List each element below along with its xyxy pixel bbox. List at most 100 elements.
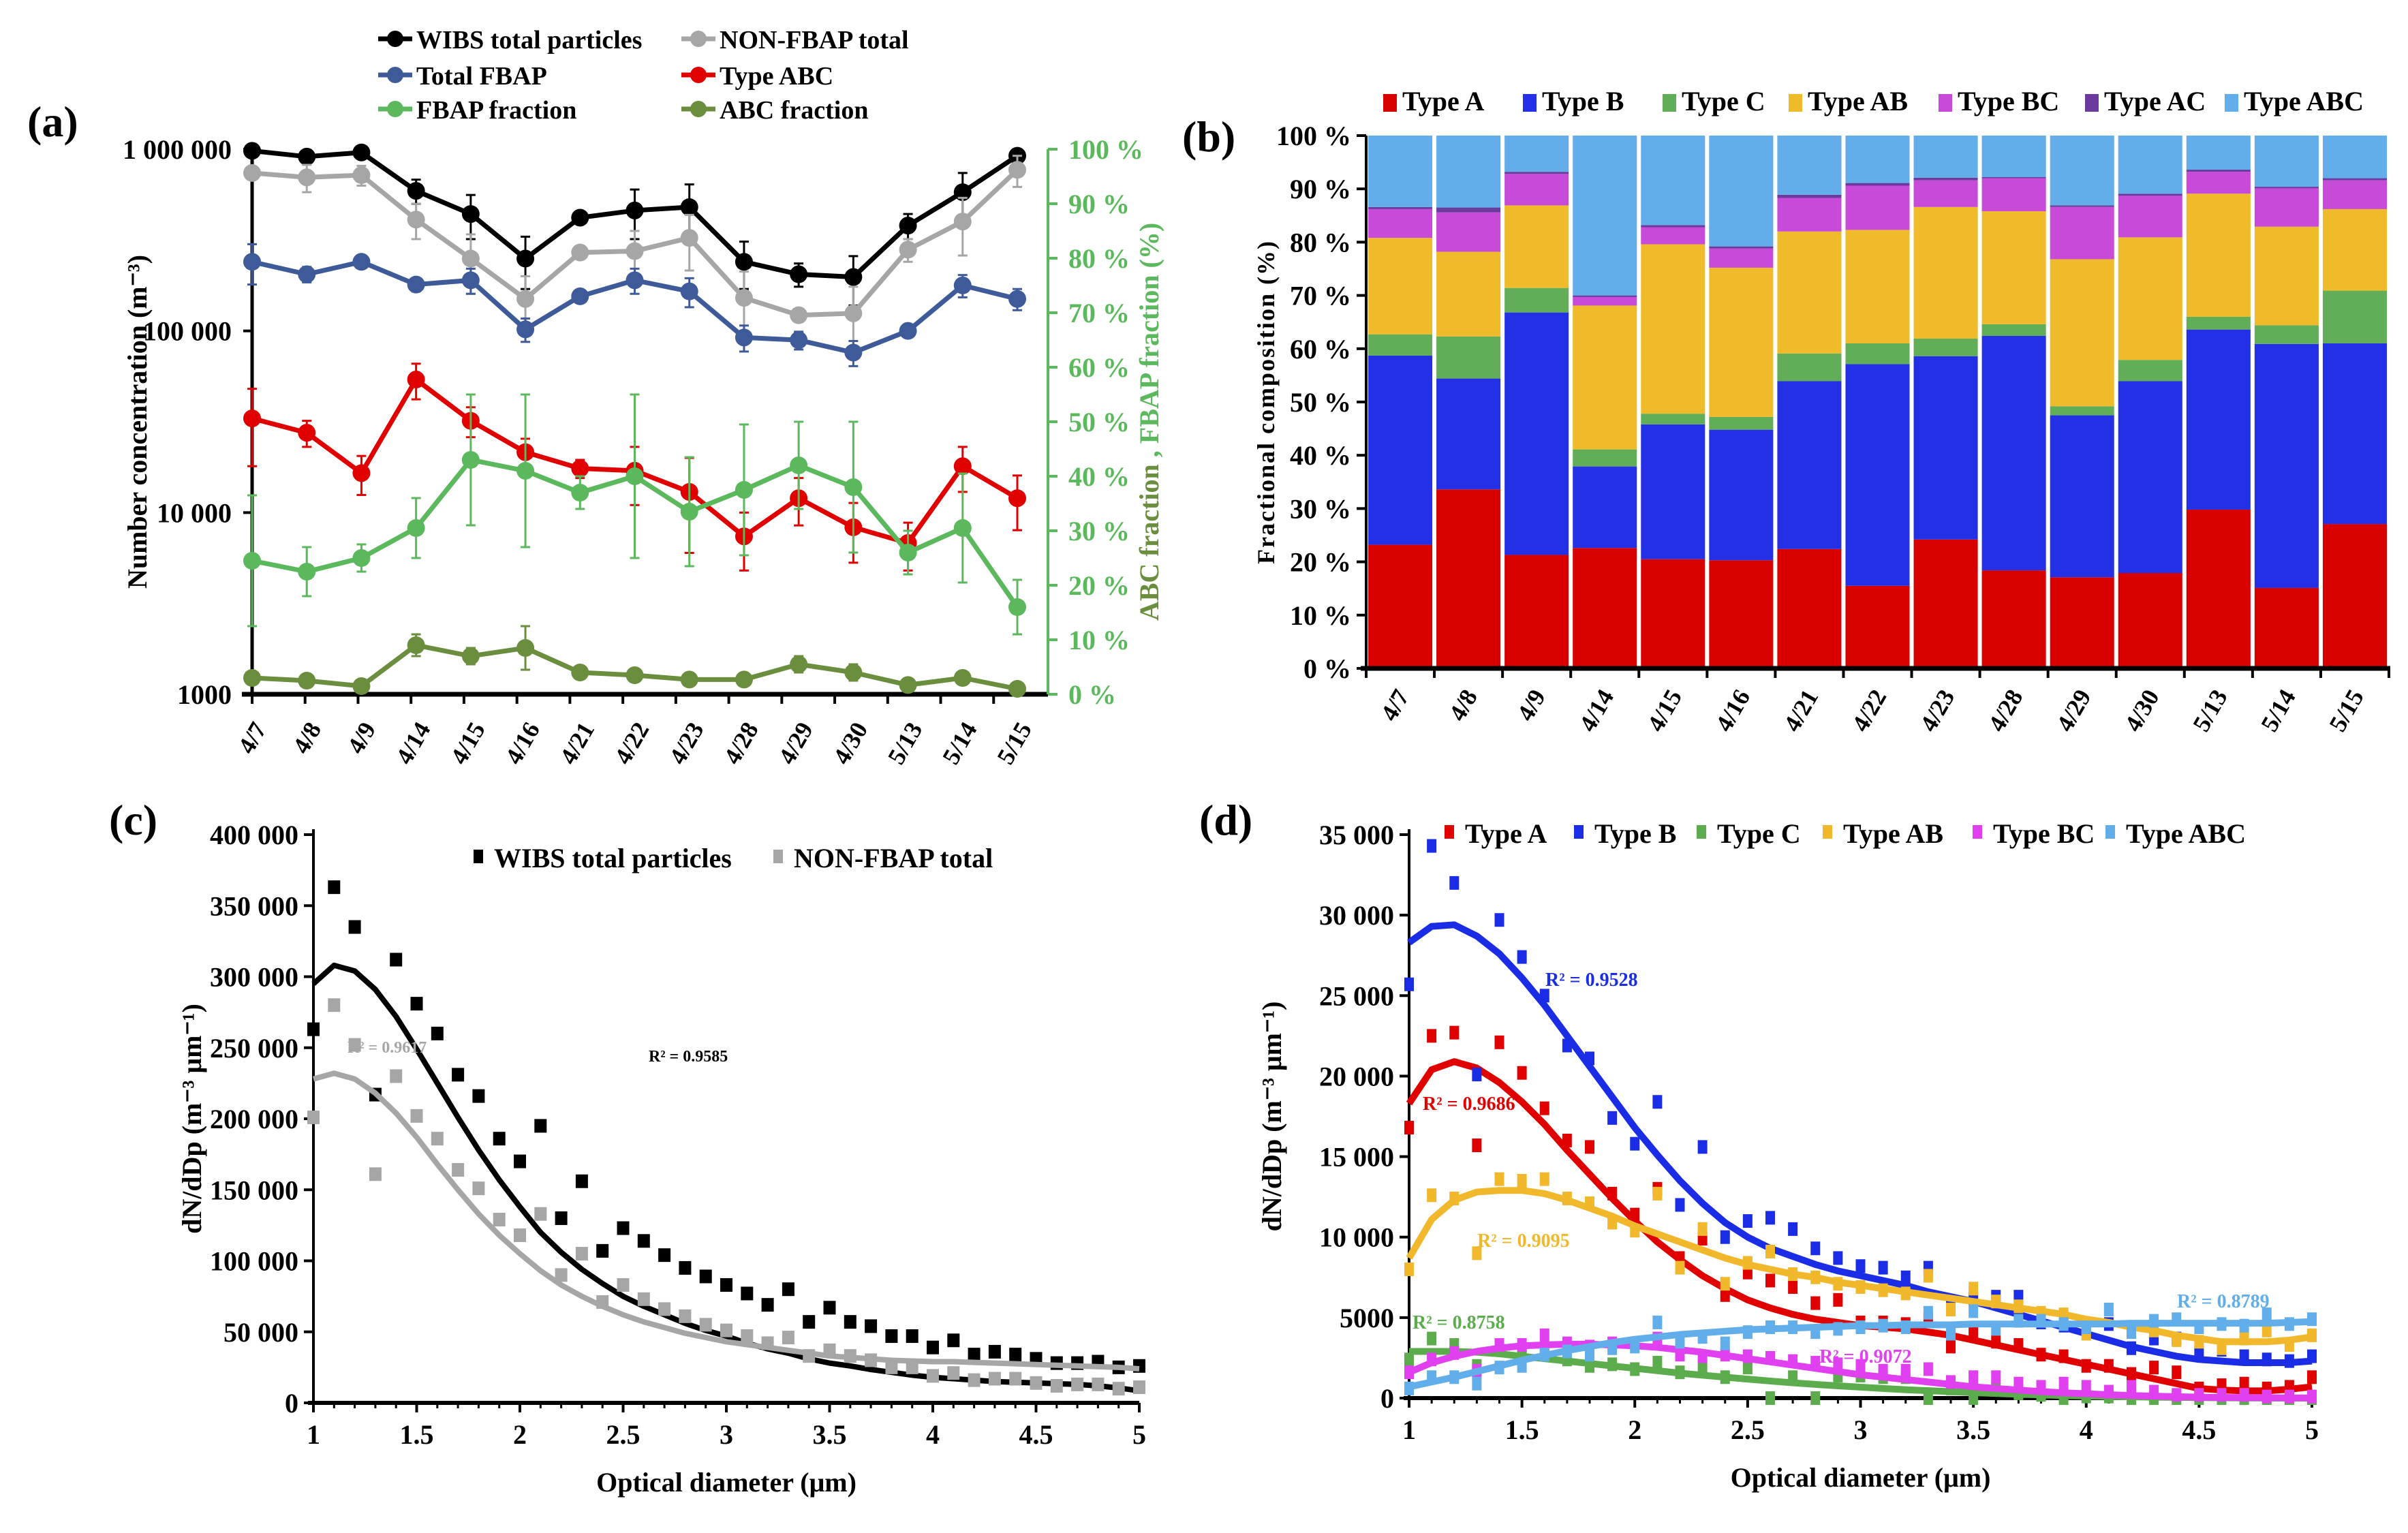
- data-point: [328, 998, 341, 1012]
- bar-segment: [1436, 251, 1501, 337]
- data-point: [1494, 1172, 1504, 1186]
- data-point: [431, 1132, 444, 1146]
- data-point: [1539, 1101, 1549, 1115]
- data-point: [1697, 1330, 1708, 1344]
- data-point: [1923, 1391, 1933, 1405]
- panel-a-line-chart: 1000 10 000 100 000 1 000 000 0 % 10 % 20 % 30 …: [122, 26, 1164, 769]
- bar-segment: [2254, 343, 2319, 588]
- bar-segment: [1709, 416, 1774, 430]
- bar-segment: [2186, 193, 2251, 317]
- bar-segment: [1504, 174, 1569, 206]
- d-x-tick-label: 3: [1854, 1414, 1868, 1445]
- a-y2-title-sep: ,: [1134, 444, 1164, 464]
- data-point: [803, 1349, 816, 1363]
- data-point: [1404, 1262, 1414, 1276]
- data-point: [2013, 1299, 2024, 1314]
- a-legend-item: WIBS total particles: [378, 26, 642, 55]
- data-point: [1923, 1269, 1933, 1283]
- b-y-tick-label: 0 %: [1303, 653, 1351, 684]
- c-legend-item: NON-FBAP total: [773, 843, 993, 873]
- data-point: [885, 1329, 898, 1344]
- data-point: [1517, 1338, 1527, 1352]
- d-y-tick-label: 10 000: [1319, 1222, 1394, 1253]
- data-point: [1449, 1370, 1460, 1384]
- data-point: [790, 331, 808, 350]
- bar-segment: [2050, 206, 2114, 260]
- data-point: [1404, 1121, 1414, 1135]
- data-point: [1765, 1211, 1775, 1225]
- data-point: [1900, 1286, 1911, 1301]
- bar-segment: [1913, 356, 1978, 540]
- bar-segment: [1777, 136, 1842, 195]
- data-point: [844, 478, 863, 496]
- data-point: [1810, 1270, 1821, 1284]
- bar-segment: [1504, 172, 1569, 174]
- data-point: [1946, 1340, 1956, 1354]
- data-point: [1946, 1303, 1956, 1317]
- a-y2-tick-label: 90 %: [1068, 189, 1130, 219]
- bar-segment: [1913, 338, 1978, 356]
- b-y-tick-label: 20 %: [1290, 547, 1351, 578]
- data-point: [571, 664, 589, 681]
- data-point: [1494, 1361, 1504, 1375]
- data-point: [243, 669, 261, 687]
- data-point: [1991, 1370, 2001, 1384]
- b-bar-4-28: [1981, 136, 2046, 668]
- data-point: [2103, 1359, 2114, 1373]
- b-x-tick-label: 4/21: [1778, 685, 1824, 736]
- data-point: [298, 265, 316, 283]
- data-point: [2239, 1388, 2249, 1402]
- data-point: [1855, 1280, 1866, 1294]
- data-point: [865, 1353, 878, 1367]
- data-point: [735, 253, 753, 271]
- data-point: [680, 229, 698, 247]
- a-x-tick-label: 4/23: [664, 717, 709, 769]
- b-legend-item: Type AB: [1789, 86, 1908, 117]
- data-point: [575, 1174, 588, 1188]
- c-x-tick-label: 2: [513, 1419, 527, 1450]
- a-x-tick-label: 4/14: [390, 717, 436, 769]
- data-point: [947, 1333, 960, 1348]
- data-point: [699, 1269, 712, 1284]
- c-y-tick-label: 250 000: [210, 1033, 298, 1064]
- bar-segment: [1436, 489, 1501, 668]
- data-point: [1969, 1304, 1979, 1318]
- data-point: [2172, 1333, 2182, 1347]
- data-point: [243, 409, 261, 428]
- bar-segment: [1504, 288, 1569, 313]
- b-x-tick-label: 4/8: [1443, 685, 1483, 726]
- data-point: [617, 1278, 630, 1292]
- b-x-tick-label: 4/14: [1574, 685, 1620, 736]
- data-point: [1720, 1230, 1730, 1244]
- data-point: [1585, 1140, 1594, 1154]
- a-y-tick-label: 100 000: [143, 316, 232, 347]
- data-point: [2307, 1370, 2317, 1384]
- legend-swatch: [1383, 94, 1397, 112]
- data-point: [1630, 1136, 1640, 1151]
- legend-label: Type AB: [1808, 86, 1908, 117]
- data-point: [555, 1268, 568, 1282]
- data-point: [1008, 680, 1026, 698]
- data-point: [1675, 1365, 1685, 1380]
- bar-segment: [2322, 343, 2387, 525]
- r2-label: R² = 0.8789: [2177, 1291, 2270, 1312]
- panel-label-a: (a): [27, 97, 78, 146]
- data-point: [988, 1344, 1001, 1359]
- data-point: [1404, 1365, 1414, 1380]
- b-x-tick-label: 4/7: [1375, 685, 1415, 726]
- bar-segment: [1981, 176, 2046, 179]
- data-point: [1855, 1320, 1866, 1335]
- data-point: [1404, 1381, 1414, 1395]
- data-point: [1585, 1051, 1594, 1066]
- data-point: [1991, 1335, 2001, 1349]
- bar-segment: [1845, 136, 1910, 183]
- data-point: [626, 201, 644, 219]
- data-point: [1630, 1207, 1640, 1222]
- data-point: [899, 544, 917, 561]
- data-point: [2127, 1341, 2136, 1355]
- data-point: [2284, 1389, 2294, 1404]
- data-point: [2284, 1354, 2294, 1368]
- data-point: [699, 1318, 712, 1332]
- data-point: [1991, 1322, 2001, 1336]
- data-point: [1562, 1038, 1572, 1053]
